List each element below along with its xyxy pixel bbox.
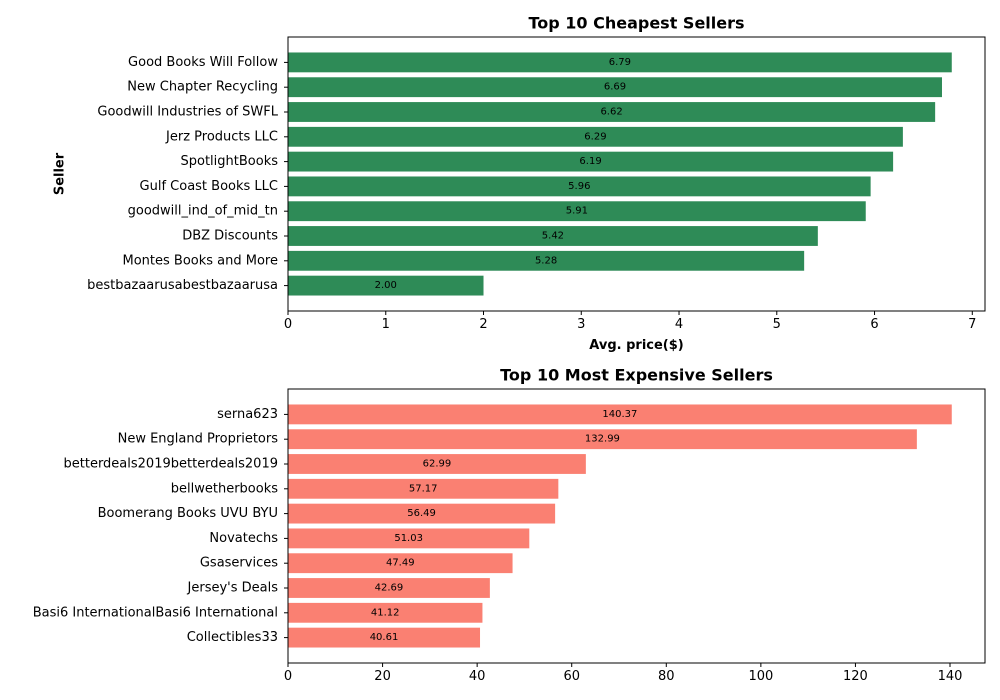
bar	[288, 478, 559, 499]
category-tick-label: goodwill_ind_of_mid_tn	[128, 204, 278, 219]
category-tick-label: DBZ Discounts	[182, 229, 278, 244]
bar-value-label: 6.62	[600, 107, 622, 118]
axes-frame	[287, 36, 986, 312]
x-tick-label: 2	[479, 317, 487, 332]
x-tick-label: 40	[469, 669, 486, 684]
bar	[288, 102, 936, 122]
bar-value-label: 42.69	[375, 583, 404, 594]
x-tick-label: 4	[675, 317, 683, 332]
bar-value-label: 2.00	[375, 280, 397, 291]
bar	[288, 275, 484, 296]
x-tick-label: 100	[748, 669, 773, 684]
category-tick-label: Novatechs	[209, 531, 278, 546]
bar	[288, 176, 871, 197]
category-tick-label: betterdeals2019betterdeals2019	[64, 457, 279, 472]
category-tick-label: New England Proprietors	[118, 432, 279, 447]
bar	[288, 201, 866, 222]
x-tick-label: 140	[938, 669, 963, 684]
category-tick-label: bestbazaarusabestbazaarusa	[87, 278, 278, 293]
bar	[288, 454, 586, 474]
x-tick-label: 6	[870, 317, 878, 332]
x-axis-label: Avg. price($)	[589, 338, 683, 353]
bar	[288, 250, 805, 271]
category-tick-label: bellwetherbooks	[171, 481, 278, 496]
bar	[288, 77, 942, 98]
x-tick-label: 80	[658, 669, 675, 684]
bar-value-label: 41.12	[371, 607, 400, 618]
category-tick-label: Gsaservices	[200, 556, 278, 571]
bar-value-label: 5.42	[542, 231, 564, 242]
bar-value-label: 6.69	[604, 82, 626, 93]
x-tick-label: 120	[843, 669, 868, 684]
category-tick-label: Collectibles33	[187, 630, 278, 645]
category-tick-label: Boomerang Books UVU BYU	[98, 506, 278, 521]
x-tick-label: 3	[577, 317, 585, 332]
category-tick-label: SpotlightBooks	[181, 154, 279, 169]
x-tick-label: 0	[284, 669, 292, 684]
bar	[288, 404, 952, 425]
bar-value-label: 57.17	[409, 483, 438, 494]
x-tick-label: 7	[968, 317, 976, 332]
bar	[288, 52, 952, 73]
bar	[288, 528, 530, 549]
x-tick-label: 20	[374, 669, 391, 684]
chart-title: Top 10 Cheapest Sellers	[528, 14, 744, 33]
bar-value-label: 6.19	[579, 156, 601, 167]
bar-value-label: 40.61	[370, 632, 399, 643]
bar-value-label: 5.96	[568, 181, 590, 192]
x-tick-label: 60	[563, 669, 580, 684]
category-tick-label: Basi6 InternationalBasi6 International	[33, 605, 278, 620]
bar-value-label: 47.49	[386, 558, 415, 569]
bar-value-label: 6.29	[584, 131, 606, 142]
x-tick-label: 1	[382, 317, 390, 332]
category-tick-label: Montes Books and More	[123, 253, 279, 268]
category-tick-label: New Chapter Recycling	[127, 80, 278, 95]
bar	[288, 578, 490, 598]
chart-panel-cheapest: 6.79 Good Books Will Follow 6.69 New Chapte…	[53, 14, 986, 353]
bar	[288, 553, 513, 574]
bar-value-label: 6.79	[609, 57, 631, 68]
bar	[288, 602, 483, 623]
chart-title: Top 10 Most Expensive Sellers	[500, 366, 773, 385]
bar	[288, 429, 917, 450]
bar	[288, 226, 818, 246]
bar	[288, 627, 481, 648]
bar	[288, 126, 903, 147]
x-tick-label: 0	[284, 317, 292, 332]
bar-value-label: 140.37	[602, 409, 637, 420]
category-tick-label: serna623	[217, 407, 278, 422]
bar-value-label: 62.99	[423, 459, 452, 470]
bar	[288, 503, 556, 524]
category-tick-label: Jerz Products LLC	[165, 129, 278, 144]
x-tick-label: 5	[773, 317, 781, 332]
category-tick-label: Jersey's Deals	[187, 581, 279, 596]
bar-value-label: 5.28	[535, 255, 557, 266]
bar-value-label: 5.91	[566, 206, 588, 217]
bar-value-label: 51.03	[394, 533, 423, 544]
bar-value-label: 132.99	[585, 434, 620, 445]
category-tick-label: Gulf Coast Books LLC	[140, 179, 278, 194]
y-axis-label: Seller	[53, 152, 68, 195]
category-tick-label: Good Books Will Follow	[128, 55, 278, 70]
bar	[288, 151, 894, 172]
category-tick-label: Goodwill Industries of SWFL	[97, 105, 278, 120]
bar-value-label: 56.49	[407, 508, 436, 519]
chart-panel-expensive: 140.37 serna623 132.99 New England Propriet…	[33, 366, 986, 684]
axes-frame	[287, 388, 986, 664]
